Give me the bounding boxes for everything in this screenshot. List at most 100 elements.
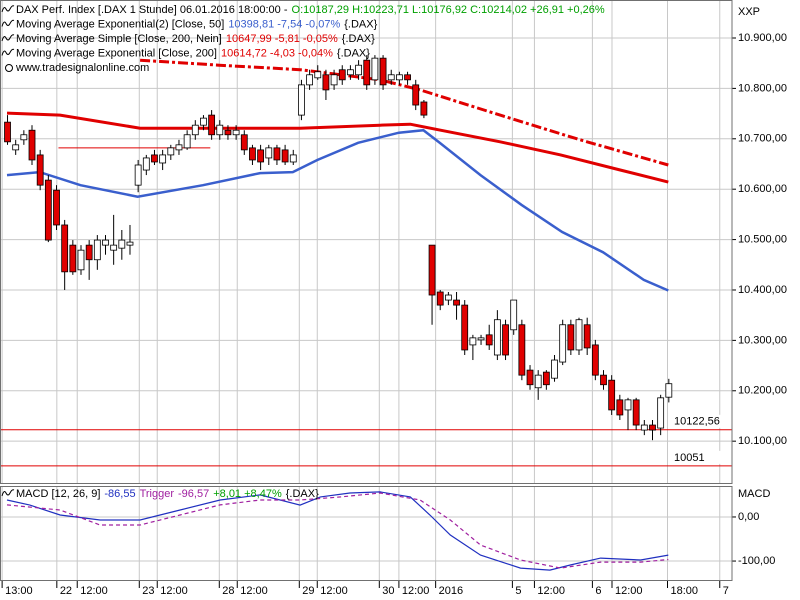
candle-body <box>453 299 460 306</box>
candle-body <box>265 147 273 159</box>
candle-body <box>77 249 85 271</box>
macd-panel <box>0 487 732 580</box>
candle-body <box>493 319 501 356</box>
candle-body <box>542 371 550 386</box>
candle-body <box>608 379 616 411</box>
legend-suffix: {.DAX} <box>344 18 377 30</box>
x-tick-label: 18:00 <box>671 585 699 597</box>
candle-body <box>534 374 542 389</box>
candle-body <box>371 57 379 81</box>
candle-body <box>567 324 575 351</box>
line <box>6 492 669 569</box>
candle-body <box>583 324 591 349</box>
x-tick-label: 5 <box>515 585 521 597</box>
macd-title: MACD [12, 26, 9] <box>16 488 100 500</box>
level-label-bg <box>670 414 722 428</box>
y-tick-label: 10.200,00 <box>738 385 787 397</box>
x-tick-label: 30 <box>382 585 394 597</box>
candle-body <box>200 117 207 126</box>
candle-body <box>102 239 109 246</box>
legend-entry: DAX Perf. Index [.DAX 1 Stunde] 06.01.20… <box>16 4 605 16</box>
candle-body <box>379 57 387 86</box>
candle-body <box>183 134 191 149</box>
x-tick-label: 23 <box>142 585 154 597</box>
candle-body <box>298 84 305 116</box>
macd-change: +8,01 +8,47% <box>213 488 282 500</box>
candle-body <box>387 74 395 81</box>
candle-body <box>665 383 673 398</box>
x-tick-label: 7 <box>723 585 729 597</box>
x-tick-label: 12:00 <box>80 585 108 597</box>
axis-label: MACD <box>738 488 770 500</box>
candle-body <box>12 144 20 151</box>
macd-suffix: {.DAX} <box>286 488 319 500</box>
line <box>6 111 669 184</box>
candle-body <box>600 374 607 386</box>
legend-value: -86,55 <box>104 488 135 500</box>
x-tick-label: 6 <box>595 585 601 597</box>
legend-entry: Moving Average Exponential [Close, 200] 1… <box>16 47 370 59</box>
legend-entry: Moving Average Simple [Close, 200, Nein]… <box>16 33 375 45</box>
candle-body <box>632 399 640 426</box>
candle-body <box>314 71 322 79</box>
candle-body <box>404 74 411 81</box>
axis-label: XXP <box>738 6 760 18</box>
candle-body <box>436 291 444 306</box>
candle-body <box>469 337 477 346</box>
candle-body <box>355 64 362 76</box>
x-tick-label: 2016 <box>439 585 463 597</box>
candle-body <box>281 149 289 163</box>
y-tick-label: 10.500,00 <box>738 233 787 245</box>
candle-body <box>510 299 518 331</box>
candle-body <box>322 74 330 91</box>
level-label-bg <box>670 450 722 464</box>
candle-body <box>338 69 346 81</box>
y-tick-label: 10.800,00 <box>738 82 787 94</box>
legend-entry: Moving Average Exponential(2) [Close, 50… <box>16 18 378 30</box>
legend-icon <box>1 5 15 13</box>
candle-body <box>142 157 150 171</box>
candle-body <box>28 129 36 161</box>
candle-body <box>412 84 420 106</box>
macd-header: MACD [12, 26, 9] -86,55 Trigger -96,57 +8,01… <box>16 488 319 500</box>
candle-body <box>69 244 77 273</box>
y-tick-label: 10.400,00 <box>738 284 787 296</box>
candle-body <box>624 399 632 411</box>
watermark: www.tradesignalonline.com <box>15 62 149 74</box>
legend-icon <box>1 48 15 56</box>
y-tick-label: 10.600,00 <box>738 183 787 195</box>
x-tick-label: 12:00 <box>537 585 565 597</box>
candle-body <box>167 147 175 156</box>
candle-body <box>151 154 158 163</box>
macd-frame <box>0 486 733 581</box>
candle-body <box>232 129 240 136</box>
candle-body <box>134 164 142 186</box>
x-tick-label: 22 <box>60 585 72 597</box>
y-tick-label: 0,00 <box>738 511 759 523</box>
x-tick-label: 12:00 <box>160 585 188 597</box>
legend-value: 10614,72 -4,03 -0,04% <box>221 47 333 59</box>
legend-value: 10647,99 -5,81 -0,05% <box>226 33 338 45</box>
legend-icon <box>1 34 15 42</box>
candle-body <box>502 324 509 356</box>
legend-value: -96,57 <box>178 488 209 500</box>
y-tick-label: 10.100,00 <box>738 435 787 447</box>
legend-label: Moving Average Simple [Close, 200, Nein] <box>16 33 222 45</box>
candle-body <box>649 424 656 431</box>
candle-body <box>420 101 428 116</box>
price-frame <box>0 0 733 484</box>
candle-body <box>249 147 256 161</box>
candle-body <box>657 397 665 429</box>
candle-body <box>44 179 52 241</box>
x-tick-label: 13:00 <box>5 585 33 597</box>
candle-body <box>616 399 624 416</box>
y-tick-label: -100,00 <box>738 555 775 567</box>
candle-body <box>126 241 134 246</box>
candle-body <box>216 124 224 136</box>
candle-body <box>191 124 199 136</box>
candle-body <box>85 244 93 261</box>
legend-value: 10398,81 -7,54 -0,07% <box>228 18 340 30</box>
line <box>140 58 669 167</box>
candle-body <box>159 154 167 164</box>
y-tick-label: 10.300,00 <box>738 334 787 346</box>
